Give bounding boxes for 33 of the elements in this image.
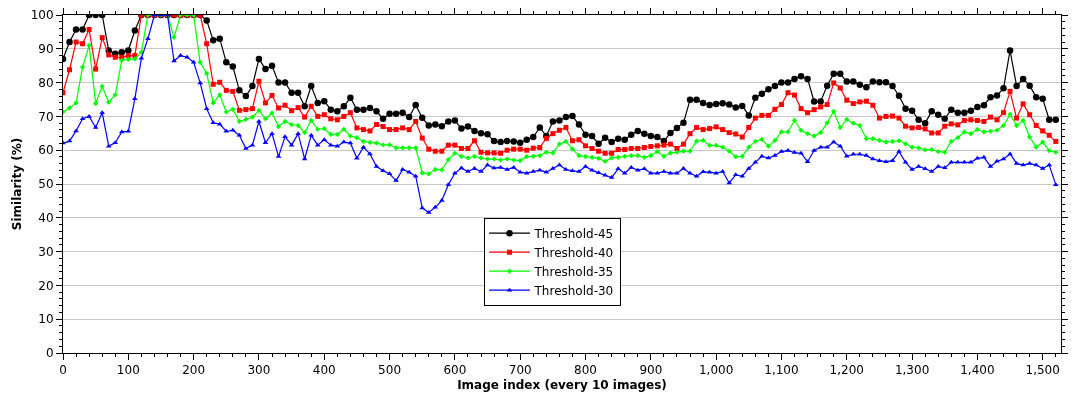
y-tick-label: 100 xyxy=(30,8,54,23)
y-tick-label: 10 xyxy=(38,312,54,327)
x-tick-label: 1,500 xyxy=(1025,363,1060,378)
legend-label: Threshold-35 xyxy=(533,264,614,279)
x-tick-label: 1,100 xyxy=(764,363,799,378)
x-tick-label: 800 xyxy=(574,363,597,378)
y-tick-label: 40 xyxy=(38,211,54,225)
x-tick-label: 100 xyxy=(116,363,140,378)
y-tick-label: 20 xyxy=(38,278,54,293)
y-tick-label: 80 xyxy=(38,75,54,90)
x-tick-label: 1,300 xyxy=(894,363,930,378)
x-tick-label: 200 xyxy=(182,363,206,378)
y-tick-label: 50 xyxy=(38,177,54,192)
x-axis-title: Image index (every 10 images) xyxy=(457,378,667,393)
x-tick-label: 1,200 xyxy=(829,363,864,378)
y-tick-label: 70 xyxy=(38,109,54,124)
y-tick-label: 60 xyxy=(38,143,54,158)
x-tick-label: 1,400 xyxy=(960,363,995,378)
legend-label: Threshold-45 xyxy=(533,226,614,241)
y-tick-label: 0 xyxy=(45,346,54,361)
x-tick-label: 700 xyxy=(508,363,532,378)
y-tick-label: 90 xyxy=(38,42,54,56)
y-axis-title: Similarity (%) xyxy=(9,137,24,231)
x-tick-label: 900 xyxy=(639,363,663,378)
x-tick-label: 400 xyxy=(312,363,336,378)
x-tick-label: 600 xyxy=(443,363,467,378)
x-tick-label: 500 xyxy=(378,363,402,378)
x-tick-label: 0 xyxy=(59,363,67,378)
legend-label: Threshold-40 xyxy=(533,245,614,260)
y-tick-label: 30 xyxy=(38,244,54,259)
x-tick-label: 1,000 xyxy=(698,363,734,378)
x-tick-label: 300 xyxy=(247,363,271,378)
legend-label: Threshold-30 xyxy=(533,283,614,298)
